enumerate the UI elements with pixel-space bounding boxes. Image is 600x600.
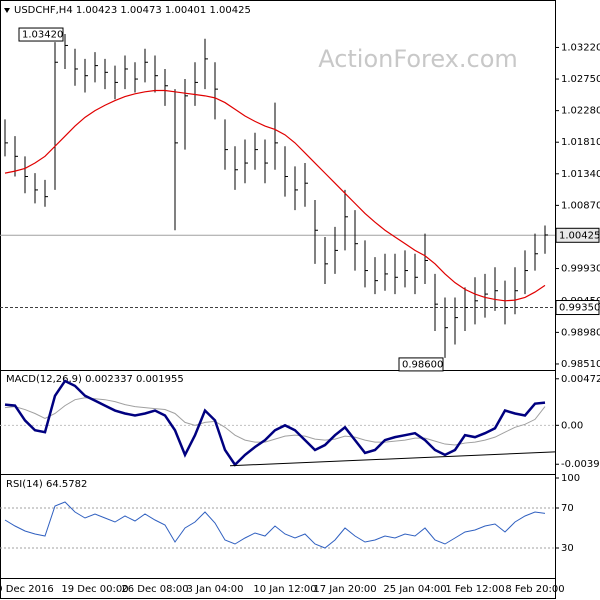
price-label: 0.99350 [559, 303, 600, 314]
y-tick-label: 1.03220 [561, 42, 600, 53]
y-tick-label: 70 [561, 503, 574, 514]
rsi-title: RSI(14) 64.5782 [6, 479, 87, 490]
y-tick-label: 100 [561, 473, 580, 484]
y-tick-label: 0.00 [561, 420, 583, 431]
y-tick-label: 1.01340 [561, 169, 600, 180]
y-tick-label: 0.98980 [561, 327, 600, 338]
x-tick-label: 19 Dec 00:00 [61, 584, 128, 595]
x-tick-label: 17 Jan 20:00 [313, 584, 376, 595]
y-tick-label: -0.003949 [561, 459, 600, 470]
y-tick-label: 1.02750 [561, 74, 600, 85]
frame [0, 0, 556, 599]
x-tick-label: 3 Jan 04:00 [187, 584, 244, 595]
rsi-line [4, 501, 546, 549]
x-tick-label: 25 Jan 04:00 [383, 584, 446, 595]
macd-line [4, 379, 546, 467]
watermark: ActionForex.com [318, 45, 518, 73]
price-label-box [555, 227, 600, 243]
x-tick-label: 1 Feb 12:00 [445, 584, 504, 595]
menu-arrow [4, 8, 10, 13]
price-label-box [555, 300, 600, 316]
macd-title: MACD(12,26,9) 0.002337 0.001955 [6, 374, 184, 385]
y-tick-label: 0.004721 [561, 374, 600, 385]
moving-average [4, 89, 546, 302]
annotation-label: 0.98600 [402, 359, 443, 370]
x-tick-label: 8 Feb 20:00 [505, 584, 564, 595]
price-label: 1.00425 [559, 230, 600, 241]
x-tick-label: 9 Dec 2016 [0, 584, 54, 595]
x-tick-label: 26 Dec 08:00 [121, 584, 188, 595]
annotation-label: 1.03420 [22, 30, 63, 41]
y-tick-label: 0.98510 [561, 359, 600, 370]
x-tick-label: 10 Jan 12:00 [253, 584, 316, 595]
y-tick-label: 1.00870 [561, 200, 600, 211]
y-tick-label: 1.02280 [561, 106, 600, 117]
annotation-box [18, 27, 64, 42]
y-tick-label: 0.99930 [561, 264, 600, 275]
signal-line [4, 397, 546, 446]
annotation-box [398, 357, 444, 372]
chart-title: USDCHF,H4 1.00423 1.00473 1.00401 1.0042… [14, 5, 251, 16]
trendline [229, 451, 556, 467]
y-tick-label: 1.01810 [561, 137, 600, 148]
y-tick-label: 30 [561, 543, 574, 554]
